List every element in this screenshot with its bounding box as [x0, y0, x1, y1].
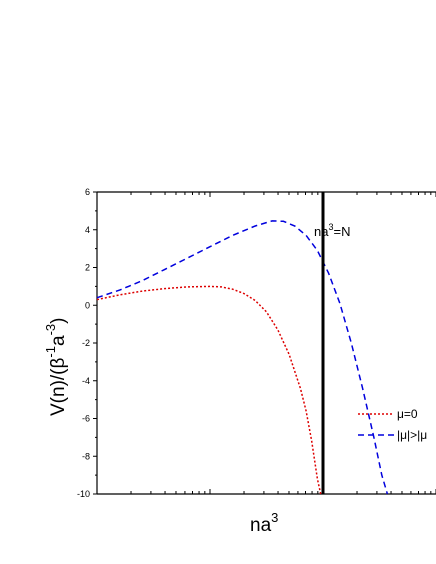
y-ticks: -10 -8 -6 -4 -2 0 2 4 6 [77, 187, 97, 499]
legend-label-mu0: μ=0 [397, 407, 418, 421]
vertical-line-annotation: na3=N [314, 222, 350, 239]
series-mu0-line [96, 285, 322, 495]
annotation-superscript: 3 [328, 222, 333, 232]
y-axis-title-sup2: -3 [43, 324, 58, 336]
y-tick-label: -2 [82, 338, 90, 348]
x-ticks [96, 192, 436, 494]
y-axis-title-part1: V(n)/(β [48, 358, 69, 417]
plot-frame [96, 191, 436, 495]
y-tick-label: -8 [82, 451, 90, 461]
y-tick-label: -4 [82, 376, 90, 386]
y-tick-label: 2 [85, 263, 90, 273]
y-axis-title: V(n)/(β-1a-3) [43, 318, 69, 416]
series-mu-gt-line [96, 220, 389, 495]
legend-label-mu-gt: |μ|>|μ [397, 428, 427, 442]
y-tick-label: 6 [85, 187, 90, 197]
y-tick-label: 4 [85, 225, 90, 235]
y-axis-title-part3: ) [48, 318, 69, 324]
x-axis-title-superscript: 3 [271, 510, 278, 525]
series-layer [96, 220, 389, 495]
annotation-suffix: =N [333, 224, 350, 239]
x-axis-title: na3 [250, 510, 278, 536]
y-tick-label: 0 [85, 300, 90, 310]
y-axis-title-part2: a [48, 335, 69, 346]
annotation-base: na [314, 224, 329, 239]
legend: μ=0 |μ|>|μ [358, 407, 427, 442]
y-axis-title-sup1: -1 [43, 346, 58, 358]
x-axis-title-base: na [250, 515, 272, 536]
y-tick-label: -10 [77, 489, 90, 499]
y-tick-label: -6 [82, 414, 90, 424]
